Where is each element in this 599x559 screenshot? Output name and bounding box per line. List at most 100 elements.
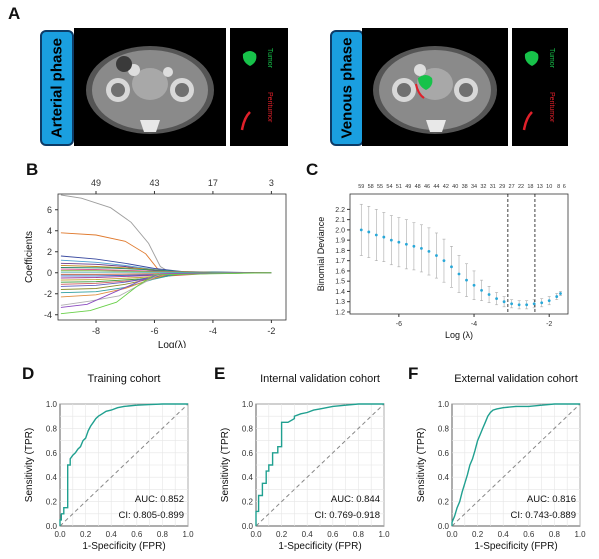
y-tick-label: 2.0 [335, 227, 345, 234]
deviance-point [427, 250, 431, 253]
y-tick-label: 0 [47, 268, 52, 278]
chance-diagonal [255, 403, 385, 527]
y-tick-label: 1.4 [335, 289, 345, 296]
top-tick-label: 10 [546, 184, 552, 190]
deviance-point [532, 302, 536, 306]
x-tick-label: 0.0 [446, 530, 458, 539]
y-tick-label: 2 [47, 247, 52, 257]
y-tick-label: 0.8 [438, 424, 450, 433]
top-tick-label: 59 [358, 184, 364, 190]
x-tick-label: 0.6 [131, 530, 143, 539]
top-tick-label: 44 [433, 184, 439, 190]
x-axis-label: Log (λ) [445, 330, 473, 340]
lasso-coefficient-chart: -8 -6 -4 -2 -4 -2 0 2 4 6 49 43 17 3 Log(λ) Coefficient… [24, 178, 287, 348]
binomial-deviance-chart: -6 -4 -2 1.2 1.3 1.4 1.5 1.6 1.7 1.8 1.9 2.0 2.1 2.2 5… [316, 184, 569, 340]
panel-label-a: A [8, 4, 21, 23]
deviance-point [555, 295, 559, 298]
top-tick-label: 34 [471, 184, 477, 190]
x-axis-label: 1-Specificity (FPR) [82, 541, 165, 552]
roc-training-chart: Training cohort 0.00.0 0.2 0.2 0.4 0.4 0.6 0.6 0… [24, 373, 194, 552]
deviance-point [487, 293, 491, 296]
venous-phase-badge: Venous phase [330, 30, 364, 146]
x-axis-label: Log(λ) [158, 340, 186, 348]
coefficient-path [60, 272, 272, 315]
coefficient-path [60, 194, 272, 274]
y-axis-label: Binomial Deviance [316, 217, 326, 292]
y-tick-label: 6 [47, 205, 52, 215]
x-tick-label: 0.4 [106, 530, 118, 539]
y-tick-label: 1.2 [335, 309, 345, 316]
top-tick-label: 18 [527, 184, 533, 190]
plot-frame [349, 193, 569, 315]
y-tick-label: 0.4 [242, 473, 254, 482]
deviance-point [540, 301, 544, 305]
top-tick-label: 42 [443, 184, 449, 190]
deviance-point [559, 292, 562, 295]
x-tick-label: 1.0 [574, 530, 586, 539]
x-tick-label: -6 [150, 326, 158, 336]
x-tick-label: 0.0 [54, 530, 66, 539]
x-tick-label: 0.2 [80, 530, 92, 539]
panel-label-c: C [306, 160, 319, 179]
y-tick-label: 0.4 [438, 473, 450, 482]
x-tick-label: 0.8 [353, 530, 365, 539]
top-tick-label: 29 [499, 184, 505, 190]
arterial-phase-badge: Arterial phase [40, 30, 74, 146]
chance-diagonal [59, 403, 189, 527]
deviance-point [404, 242, 408, 246]
deviance-point [397, 240, 401, 244]
deviance-point [457, 272, 461, 276]
y-tick-label: 0.2 [438, 498, 450, 507]
y-axis-label: Sensitivity (TPR) [416, 428, 427, 502]
panel-label-e: E [214, 364, 226, 383]
y-tick-label: -4 [44, 310, 52, 320]
deviance-point [480, 289, 483, 292]
panel-label-b: B [26, 160, 39, 179]
top-tick-label: 51 [396, 184, 402, 190]
ci-label: CI: 0.769-0.918 [315, 510, 381, 521]
arterial-segmentation: Tumor Peritumor [230, 28, 288, 146]
top-tick-label: 17 [208, 178, 218, 188]
top-tick-label: 58 [368, 184, 374, 190]
deviance-point [547, 299, 551, 303]
top-tick-label: 46 [424, 184, 430, 190]
top-tick-label: 40 [452, 184, 458, 190]
y-tick-label: 0.0 [46, 522, 58, 531]
top-tick-label: 32 [480, 184, 486, 190]
y-tick-label: 1.5 [335, 279, 345, 286]
peritumor-mask-icon [522, 111, 533, 131]
panel-label-d: D [22, 364, 35, 383]
y-tick-label: 1.0 [46, 400, 58, 409]
venous-phase-label: Venous phase [338, 37, 356, 139]
top-tick-label: 43 [149, 178, 159, 188]
tumor-mask-icon [242, 51, 257, 66]
deviance-point [450, 265, 453, 269]
roc-curve [59, 403, 188, 526]
y-tick-label: 0.8 [242, 424, 254, 433]
x-tick-label: -6 [396, 321, 402, 328]
coefficient-path [60, 272, 272, 308]
top-tick-label: 49 [405, 184, 411, 190]
auc-label: AUC: 0.816 [527, 494, 576, 505]
tumor-label: Tumor [266, 48, 273, 69]
x-tick-label: 1.0 [182, 530, 194, 539]
top-tick-label: 38 [462, 184, 468, 190]
y-tick-label: -2 [44, 289, 52, 299]
top-tick-label: 49 [91, 178, 101, 188]
y-tick-label: 1.6 [335, 268, 345, 275]
top-tick-label: 13 [537, 184, 543, 190]
top-tick-label: 6 [563, 184, 566, 190]
y-tick-label: 1.9 [335, 238, 345, 245]
auc-label: AUC: 0.852 [135, 494, 184, 505]
roc-curve [255, 403, 384, 526]
deviance-point [510, 302, 514, 306]
x-tick-label: 0.8 [157, 530, 169, 539]
y-tick-label: 0.0 [438, 522, 450, 531]
y-axis-label: Sensitivity (TPR) [24, 428, 35, 502]
venous-ct-image [362, 28, 508, 146]
x-tick-label: 0.0 [250, 530, 262, 539]
y-tick-label: 2.1 [335, 217, 345, 224]
ci-label: CI: 0.743-0.889 [511, 510, 577, 521]
x-tick-label: -2 [546, 321, 552, 328]
deviance-point [435, 254, 438, 257]
